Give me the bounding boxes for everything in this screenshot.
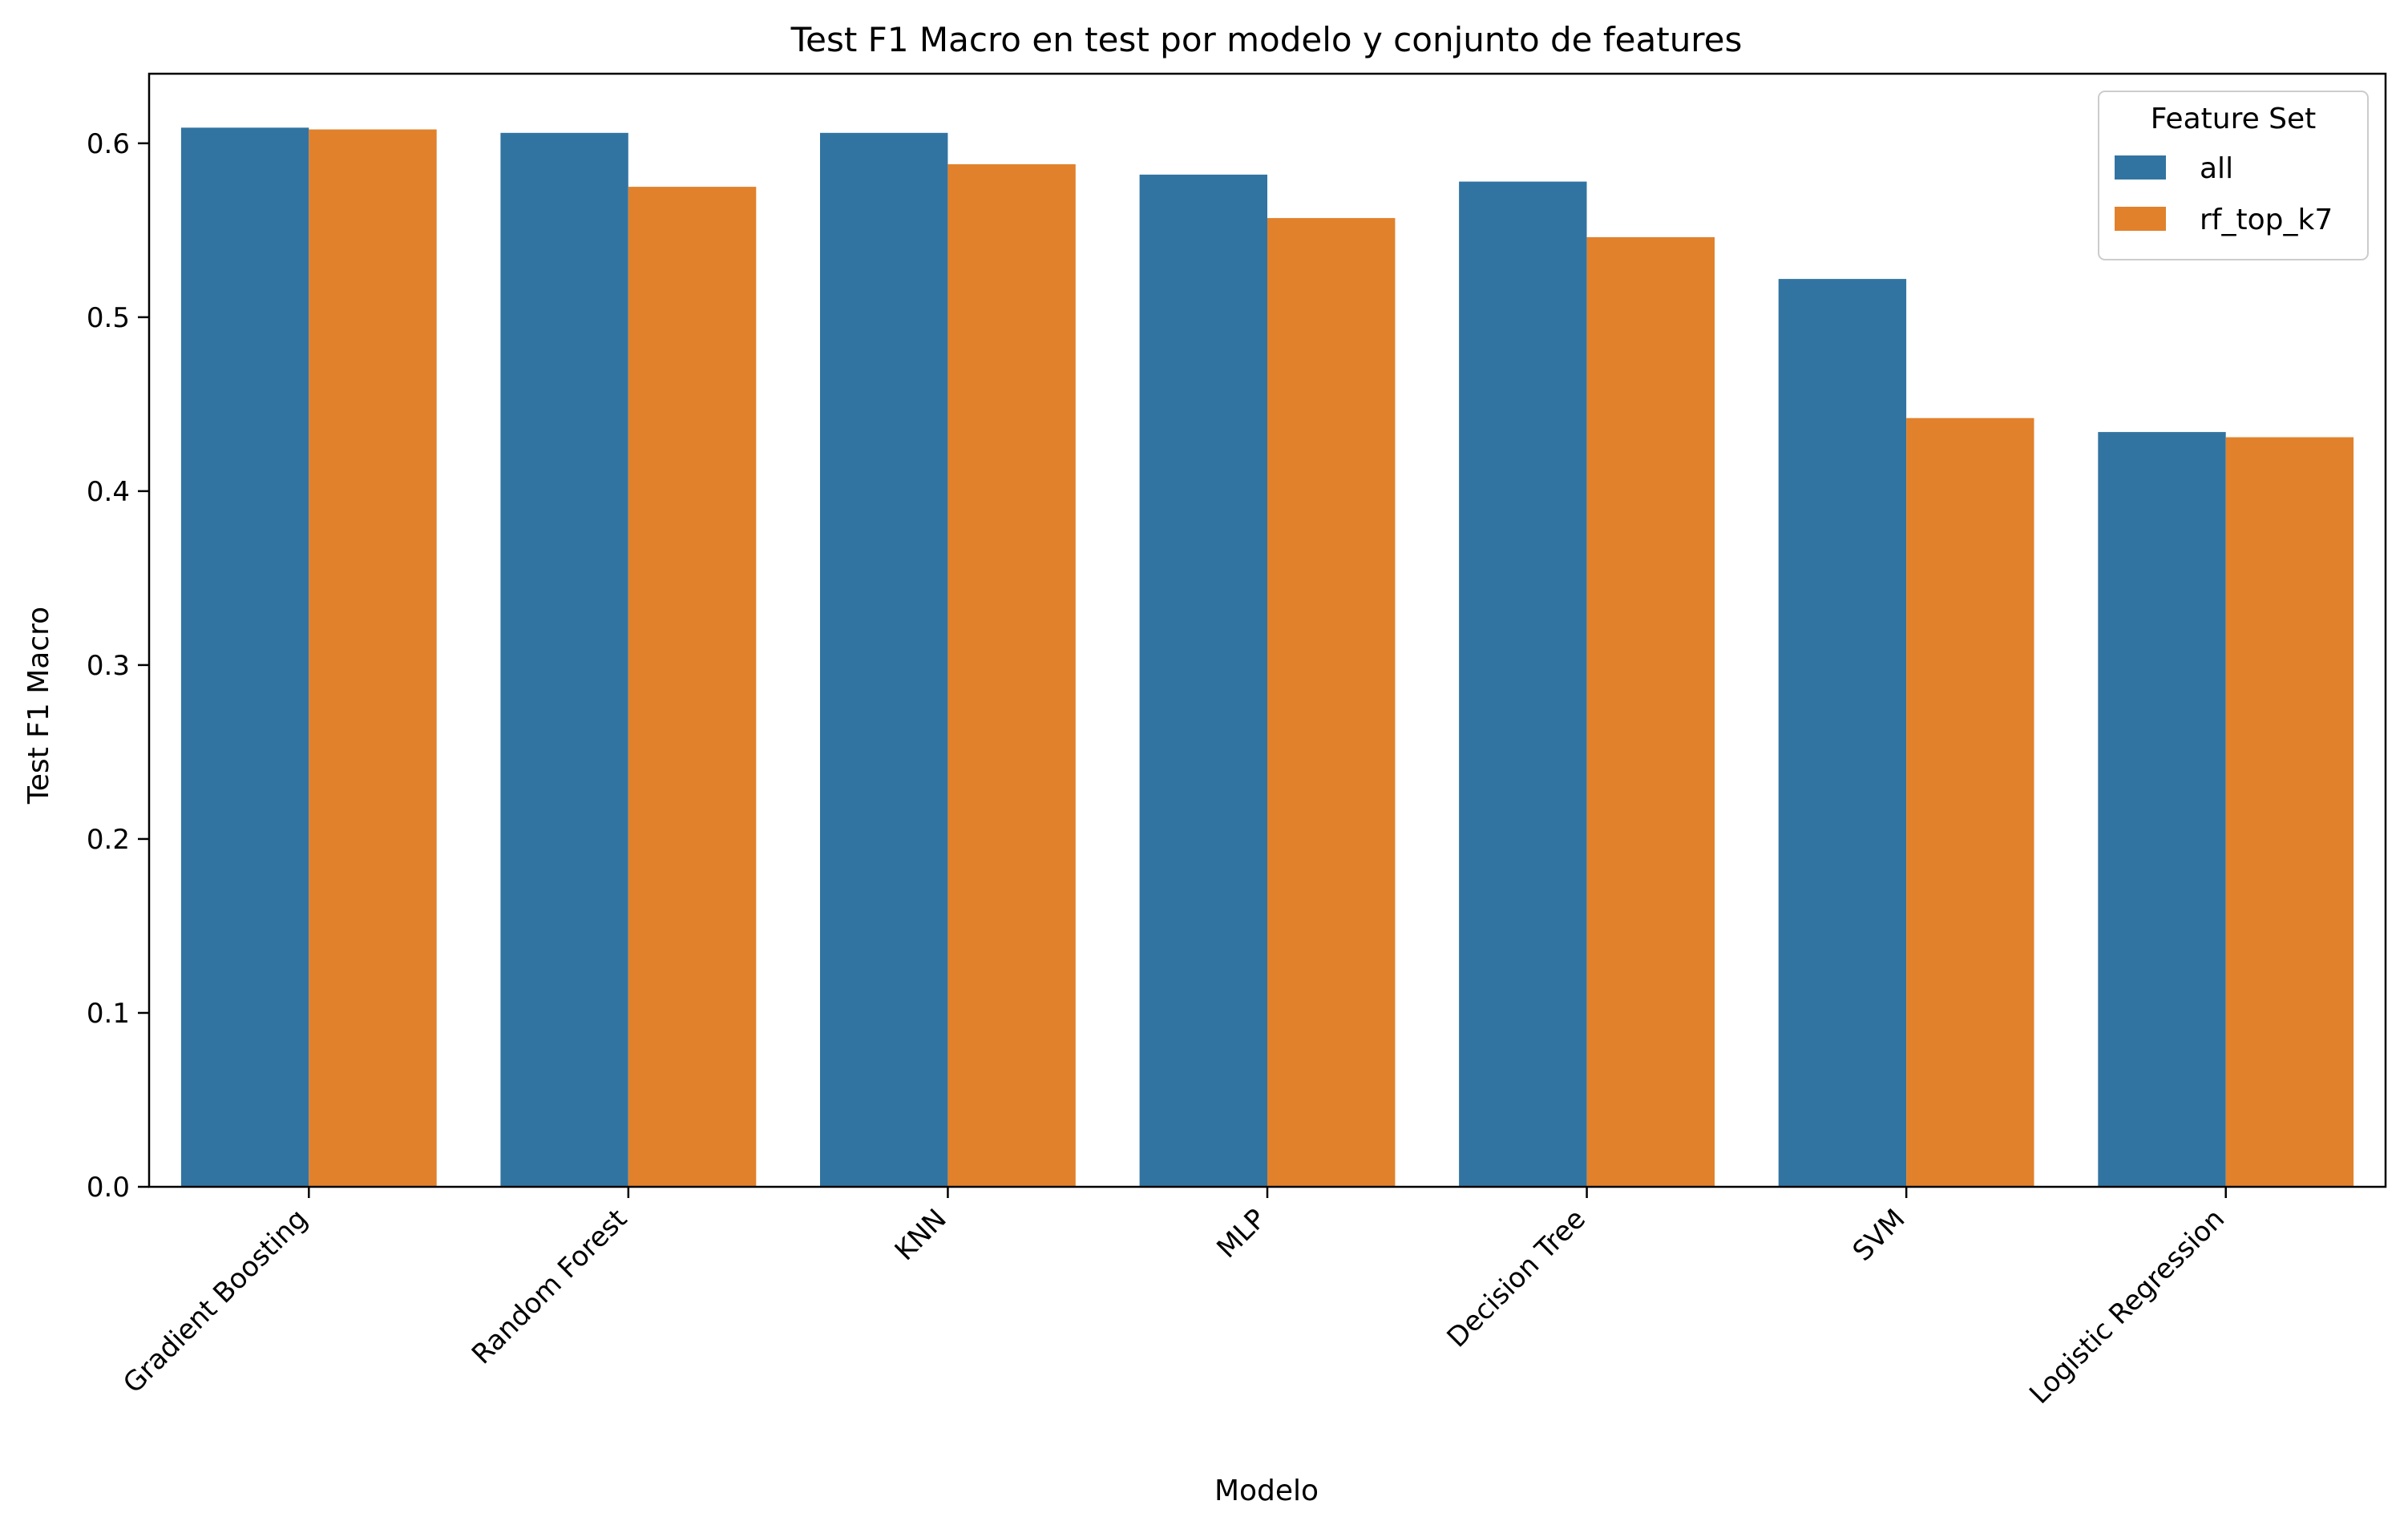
bar-svm-rf-top-k7 xyxy=(1906,418,2034,1187)
x-axis: Gradient Boosting Random Forest KNN MLP Deci… xyxy=(117,1187,2231,1410)
x-tick-label-mlp: MLP xyxy=(1210,1203,1272,1265)
bar-random-forest-rf-top-k7 xyxy=(628,187,757,1188)
bar-knn-all xyxy=(820,132,948,1187)
plot-frame xyxy=(147,72,2387,1188)
y-tick-label: 0.5 xyxy=(87,302,130,334)
x-tick-label-knn: KNN xyxy=(889,1203,953,1267)
bar-decision-tree-all xyxy=(1459,181,1587,1188)
bar-logistic-regression-all xyxy=(2098,432,2226,1187)
legend-swatch-all xyxy=(2115,155,2166,180)
legend-title: Feature Set xyxy=(2151,103,2317,135)
bar-svm-all xyxy=(1778,279,1907,1188)
chart-title: Test F1 Macro en test por modelo y conju… xyxy=(790,20,1743,59)
bar-gradient-boosting-all xyxy=(180,127,309,1187)
bar-mlp-rf-top-k7 xyxy=(1267,218,1396,1188)
y-axis-label: Test F1 Macro xyxy=(22,607,55,805)
x-tick-label-logistic-regression: Logistic Regression xyxy=(2023,1203,2231,1410)
y-tick-label: 0.0 xyxy=(87,1172,130,1204)
bar-gradient-boosting-rf-top-k7 xyxy=(309,129,437,1187)
x-tick-label-decision-tree: Decision Tree xyxy=(1441,1203,1592,1354)
y-tick-label: 0.4 xyxy=(87,476,130,508)
x-tick-label-random-forest: Random Forest xyxy=(466,1203,633,1370)
bars-group xyxy=(180,127,2354,1188)
y-tick-label: 0.3 xyxy=(87,650,130,682)
bar-logistic-regression-rf-top-k7 xyxy=(2225,437,2354,1187)
x-tick-label-gradient-boosting: Gradient Boosting xyxy=(117,1203,314,1400)
y-tick-label: 0.1 xyxy=(87,998,130,1030)
legend-label-rf-top-k7: rf_top_k7 xyxy=(2200,204,2333,236)
legend-label-all: all xyxy=(2200,152,2233,185)
legend: Feature Set all rf_top_k7 xyxy=(2098,91,2369,260)
legend-swatch-rf-top-k7 xyxy=(2115,207,2166,231)
bar-knn-rf-top-k7 xyxy=(947,163,1076,1187)
y-axis: 0.0 0.1 0.2 0.3 0.4 0.5 0.6 xyxy=(87,128,149,1204)
bar-random-forest-all xyxy=(500,132,628,1187)
x-tick-label-svm: SVM xyxy=(1847,1203,1912,1268)
bar-decision-tree-rf-top-k7 xyxy=(1586,237,1715,1187)
x-axis-label: Modelo xyxy=(1214,1475,1319,1507)
y-tick-label: 0.6 xyxy=(87,128,130,160)
y-tick-label: 0.2 xyxy=(87,824,130,856)
bar-mlp-all xyxy=(1139,174,1267,1187)
